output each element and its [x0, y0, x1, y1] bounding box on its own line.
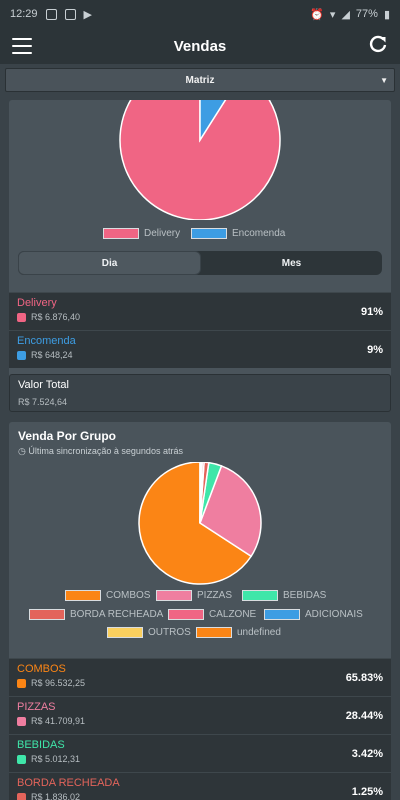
legend-item-pizzas: PIZZAS — [156, 590, 232, 601]
row-amount: R$ 96.532,25 — [31, 678, 86, 688]
row-percent: 28.44% — [345, 710, 383, 722]
menu-button[interactable] — [12, 38, 32, 54]
play-store-icon: ▶ — [83, 8, 92, 21]
row-color-dot — [17, 792, 26, 800]
sync-status: ◷ Última sincronização à segundos atrás — [18, 446, 183, 457]
legend-swatch — [103, 228, 139, 239]
legend-swatch — [156, 590, 192, 601]
row-amount: R$ 6.876,40 — [31, 312, 81, 322]
pie-slice-encomenda[interactable] — [199, 100, 243, 143]
branch-select-value: Matriz — [185, 74, 215, 86]
legend-swatch — [242, 590, 278, 601]
battery-icon: ▮ — [383, 8, 390, 21]
sales-channel-pie-chart — [119, 100, 281, 220]
battery-percent: 77% — [355, 8, 378, 20]
sync-status-text: Última sincronização à segundos atrás — [28, 446, 183, 456]
row-amount: R$ 648,24 — [31, 350, 73, 360]
row-amount: R$ 5.012,31 — [31, 754, 81, 764]
row-percent: 9% — [367, 344, 383, 356]
row-color-dot — [17, 312, 26, 322]
row-amount: R$ 1.836,02 — [31, 792, 81, 800]
legend-label: OUTROS — [148, 627, 191, 638]
legend-item-combos: COMBOS — [65, 590, 150, 601]
legend-item-bebidas: BEBIDAS — [242, 590, 326, 601]
branch-select[interactable]: Matriz ▼ — [5, 68, 395, 92]
alarm-icon: ⏰ — [310, 8, 324, 21]
wifi-icon: ▾ — [329, 8, 336, 21]
legend-item-delivery: Delivery — [103, 228, 180, 239]
list-item[interactable]: BEBIDAS R$ 5.012,31 3.42% — [9, 734, 391, 772]
legend-label: undefined — [237, 627, 281, 638]
status-bar: 12:29 ▶ ⏰ ▾ ◢ 77% ▮ — [0, 0, 400, 28]
app-bar: Vendas — [0, 28, 400, 64]
total-value: R$ 7.524,64 — [18, 397, 68, 407]
row-name: PIZZAS — [17, 701, 56, 713]
list-item[interactable]: BORDA RECHEADA R$ 1.836,02 1.25% — [9, 772, 391, 800]
row-color-dot — [17, 678, 26, 688]
dropdown-caret-icon: ▼ — [380, 76, 388, 85]
row-amount: R$ 41.709,91 — [31, 716, 86, 726]
row-color-dot — [17, 754, 26, 764]
image-icon — [64, 8, 76, 20]
row-name: Delivery — [17, 297, 57, 309]
notification-icon — [45, 8, 57, 20]
group-sales-title: Venda Por Grupo — [18, 429, 117, 443]
legend-swatch — [29, 609, 65, 620]
pie-slice-delivery[interactable] — [119, 100, 281, 220]
pie-slice-combos[interactable] — [138, 462, 253, 585]
channel-list: Delivery R$ 6.876,40 91% Encomenda R$ 64… — [9, 292, 391, 368]
row-color-dot — [17, 350, 26, 360]
pie-slice-pizzas[interactable] — [199, 464, 262, 558]
row-percent: 3.42% — [351, 748, 383, 760]
legend-label: Encomenda — [232, 228, 286, 239]
legend-label: Delivery — [144, 228, 181, 239]
legend-label: CALZONE — [209, 609, 257, 620]
legend-swatch — [168, 609, 204, 620]
legend-label: BORDA RECHEADA — [70, 609, 164, 620]
list-item[interactable]: COMBOS R$ 96.532,25 65.83% — [9, 658, 391, 696]
page-title: Vendas — [173, 37, 227, 55]
legend-swatch — [191, 228, 227, 239]
legend-swatch — [107, 627, 143, 638]
list-item[interactable]: Delivery R$ 6.876,40 91% — [9, 292, 391, 330]
sales-channel-card: Delivery Encomenda Dia Mes Delivery R$ 6… — [9, 100, 391, 408]
row-percent: 65.83% — [345, 672, 383, 684]
refresh-icon — [369, 35, 387, 52]
legend-label: BEBIDAS — [283, 590, 327, 601]
legend-item-undefined: undefined — [196, 627, 281, 638]
refresh-button[interactable] — [368, 34, 388, 59]
tab-dia[interactable]: Dia — [18, 251, 201, 275]
row-name: BORDA RECHEADA — [17, 777, 120, 789]
legend-item-encomenda: Encomenda — [191, 228, 285, 239]
signal-icon: ◢ — [341, 8, 350, 21]
legend-label: COMBOS — [106, 590, 151, 601]
legend-label: ADICIONAIS — [305, 609, 363, 620]
legend-swatch — [65, 590, 101, 601]
group-sales-card: Venda Por Grupo ◷ Última sincronização à… — [9, 422, 391, 800]
row-color-dot — [17, 716, 26, 726]
row-name: BEBIDAS — [17, 739, 65, 751]
clock-icon: ◷ — [18, 446, 26, 456]
legend-swatch — [196, 627, 232, 638]
row-name: COMBOS — [17, 663, 66, 675]
total-label: Valor Total — [18, 379, 69, 391]
group-sales-pie-chart — [138, 462, 262, 585]
legend-label: PIZZAS — [197, 590, 233, 601]
total-card: Valor Total R$ 7.524,64 — [9, 374, 391, 412]
row-percent: 1.25% — [351, 786, 383, 798]
list-item[interactable]: Encomenda R$ 648,24 9% — [9, 330, 391, 368]
tab-mes[interactable]: Mes — [281, 257, 302, 269]
group-list: COMBOS R$ 96.532,25 65.83% PIZZAS R$ 41.… — [9, 658, 391, 800]
legend-item-outros: OUTROS — [107, 627, 191, 638]
row-name: Encomenda — [17, 335, 76, 347]
legend-swatch — [264, 609, 300, 620]
legend-item-calzone: CALZONE — [168, 609, 256, 620]
period-segmented-control: Dia Mes — [18, 251, 382, 275]
legend-item-borda-recheada: BORDA RECHEADA — [29, 609, 163, 620]
status-time: 12:29 — [10, 8, 38, 20]
legend-item-adicionais: ADICIONAIS — [264, 609, 363, 620]
list-item[interactable]: PIZZAS R$ 41.709,91 28.44% — [9, 696, 391, 734]
row-percent: 91% — [360, 306, 383, 318]
